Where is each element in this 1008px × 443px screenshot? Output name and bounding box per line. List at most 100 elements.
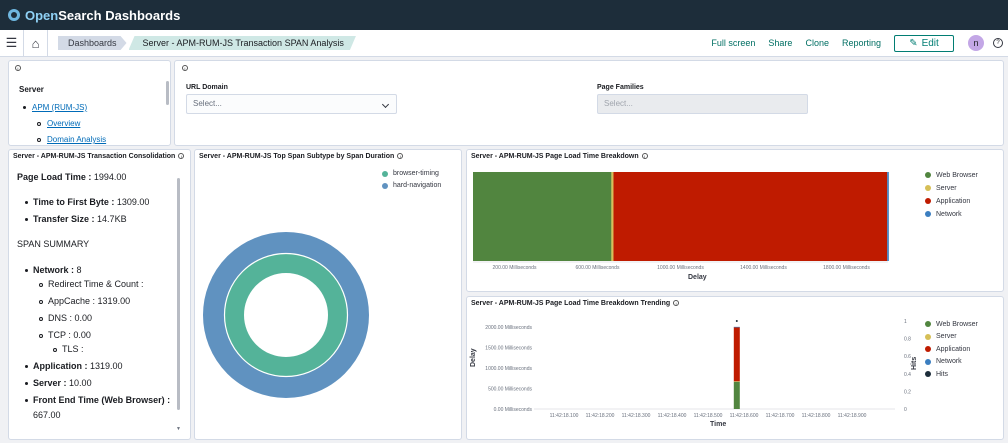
application-value: 1319.00 [90,361,123,371]
donut-ring-hard-navigation [203,232,369,398]
legend-web-browser[interactable]: Web Browser [925,318,978,330]
edit-button[interactable]: ✎ Edit [894,34,954,52]
nav-link-apm[interactable]: APM (RUM-JS) [32,103,88,112]
info-icon[interactable]: i [182,65,188,71]
help-icon[interactable]: ? [993,38,1003,48]
panel-title-text: Server - APM-RUM-JS Page Load Time Break… [471,153,639,160]
menu-icon[interactable]: ☰ [0,30,24,56]
legend-hits[interactable]: Hits [925,368,978,380]
info-icon[interactable]: i [178,153,185,160]
panel-title-text: Server - APM-RUM-JS Top Span Subtype by … [199,153,395,160]
legend-swatch [925,321,931,327]
legend-label: Web Browser [936,320,978,328]
legend-label: Server [936,333,957,340]
url-domain-placeholder: Select... [193,99,222,108]
y-tick-label: 0.00 Milliseconds [494,407,533,413]
span-subtype-panel: Server - APM-RUM-JS Top Span Subtype by … [194,149,462,440]
legend-label: Application [936,345,971,353]
transfer-label: Transfer Size : [33,214,95,224]
app-logo[interactable]: OpenSearch Dashboards [8,8,180,23]
legend-browser-timing[interactable]: browser-timing [382,170,439,177]
panel-title: Server - APM-RUM-JS Transaction Consolid… [13,153,185,160]
legend-server[interactable]: Server [925,331,978,343]
x-tick-label: 1800.00 Milliseconds [823,265,870,271]
avatar[interactable]: n [968,35,984,51]
url-domain-select[interactable]: Select... [186,94,397,114]
scrollbar[interactable] [166,81,169,105]
appcache: AppCache : 1319.00 [39,296,130,306]
legend-swatch [925,198,931,204]
share-button[interactable]: Share [768,38,793,48]
legend-label: Web Browser [936,171,978,179]
legend-swatch [925,371,931,377]
legend-application[interactable]: Application [925,343,978,355]
frontend-label: Front End Time (Web Browser) : [33,395,171,405]
server: Server : 10.00 [25,378,92,388]
network: Network : 8 [25,265,82,275]
legend-network[interactable]: Network [925,208,978,220]
legend-label: hard-navigation [393,182,442,189]
bullet-icon [25,269,28,273]
bullet-icon [23,106,26,109]
server-value: 10.00 [69,378,92,388]
tcp: TCP : 0.00 [39,330,91,340]
info-icon[interactable]: i [673,300,680,307]
appcache-value: 1319.00 [97,296,131,306]
bar-segment-server [611,172,614,261]
front-end-value-row: 667.00 [33,410,61,420]
legend-label: Network [936,210,962,218]
filters-panel: i URL Domain Select... Page Families Sel… [174,60,1004,146]
legend-hard-navigation[interactable]: hard-navigation [382,182,441,189]
nav-link-domain-analysis[interactable]: Domain Analysis [47,135,107,144]
application: Application : 1319.00 [25,361,123,371]
clone-button[interactable]: Clone [805,38,829,48]
circle-bullet-icon [39,282,43,287]
front-end-time: Front End Time (Web Browser) : [25,395,170,405]
bullet-icon [25,382,28,386]
home-icon[interactable]: ⌂ [24,30,48,56]
info-icon[interactable]: i [641,153,648,160]
nav-subitem-overview[interactable]: Overview [37,119,106,128]
scrollbar[interactable] [177,178,180,410]
chevron-down-icon [381,100,390,109]
legend: Web Browser Server Application Network [925,169,978,220]
dns-label: DNS : [48,313,73,323]
info-icon[interactable]: i [15,65,21,71]
legend-label: browser-timing [393,170,439,177]
legend-swatch [925,185,931,191]
legend-web-browser[interactable]: Web Browser [925,169,978,181]
info-icon[interactable]: i [397,153,404,160]
y-tick-label: 2000.00 Milliseconds [485,325,532,331]
ttfb: Time to First Byte : 1309.00 [25,197,149,207]
nav-link-overview[interactable]: Overview [47,119,81,128]
tls: TLS : [53,344,84,354]
dns-value: 0.00 [74,313,93,323]
nav-section-server: Server [19,85,44,94]
circle-bullet-icon [39,299,43,304]
nav-subitem-domain-analysis[interactable]: Domain Analysis [37,135,106,144]
scroll-down-icon[interactable]: ▼ [176,426,181,432]
panel-title: Server - APM-RUM-JS Page Load Time Break… [471,300,680,307]
legend-network[interactable]: Network [925,356,978,368]
navigation-panel: i Server APM (RUM-JS) Overview Domain An… [8,60,171,146]
network-label: Network : [33,265,75,275]
panel-title: Server - APM-RUM-JS Top Span Subtype by … [199,153,404,160]
legend-application[interactable]: Application [925,195,978,207]
breadcrumb-dashboards[interactable]: Dashboards [58,36,127,50]
breadcrumb-current: Server - APM-RUM-JS Transaction SPAN Ana… [129,36,356,50]
legend-swatch [925,333,931,340]
legend-server[interactable]: Server [925,182,978,194]
legend-label: Network [936,358,962,365]
full-screen-button[interactable]: Full screen [711,38,756,48]
x-tick-label: 11:42:18.700 [766,413,795,419]
nav-item-apm[interactable]: APM (RUM-JS) [23,103,106,112]
page-load-time: Page Load Time : 1994.00 [17,172,126,182]
donut-ring-browser-timing [224,253,348,377]
trend-bar-web-browser [733,381,740,409]
x-tick-label: 11:42:18.200 [586,413,615,419]
legend: Web Browser Server Application Network H… [925,318,978,380]
legend-label: Hits [936,370,949,378]
page-families-select[interactable]: Select... [597,94,808,114]
breakdown-panel: Server - APM-RUM-JS Page Load Time Break… [466,149,1004,292]
reporting-button[interactable]: Reporting [841,38,881,48]
